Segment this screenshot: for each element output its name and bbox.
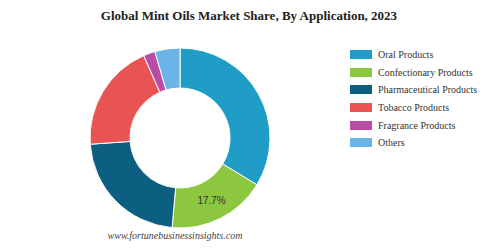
html-text:Others: Others xyxy=(378,137,405,149)
html-text:Global Mint Oils Market Share,: Global Mint Oils Market Share, By Applic… xyxy=(100,8,398,23)
html-text:Fragrance Products: Fragrance Products xyxy=(378,119,456,131)
html-text:Tobacco Products: Tobacco Products xyxy=(378,102,450,114)
html-text:www.fortunebusinessinsights.co: www.fortunebusinessinsights.com xyxy=(107,230,243,241)
svg-text:17.7%: 17.7% xyxy=(197,195,225,206)
html-text:Pharmaceutical Products: Pharmaceutical Products xyxy=(378,84,478,96)
html-text:Oral Products: Oral Products xyxy=(378,49,434,61)
html-text:Confectionary Products: Confectionary Products xyxy=(378,66,473,78)
